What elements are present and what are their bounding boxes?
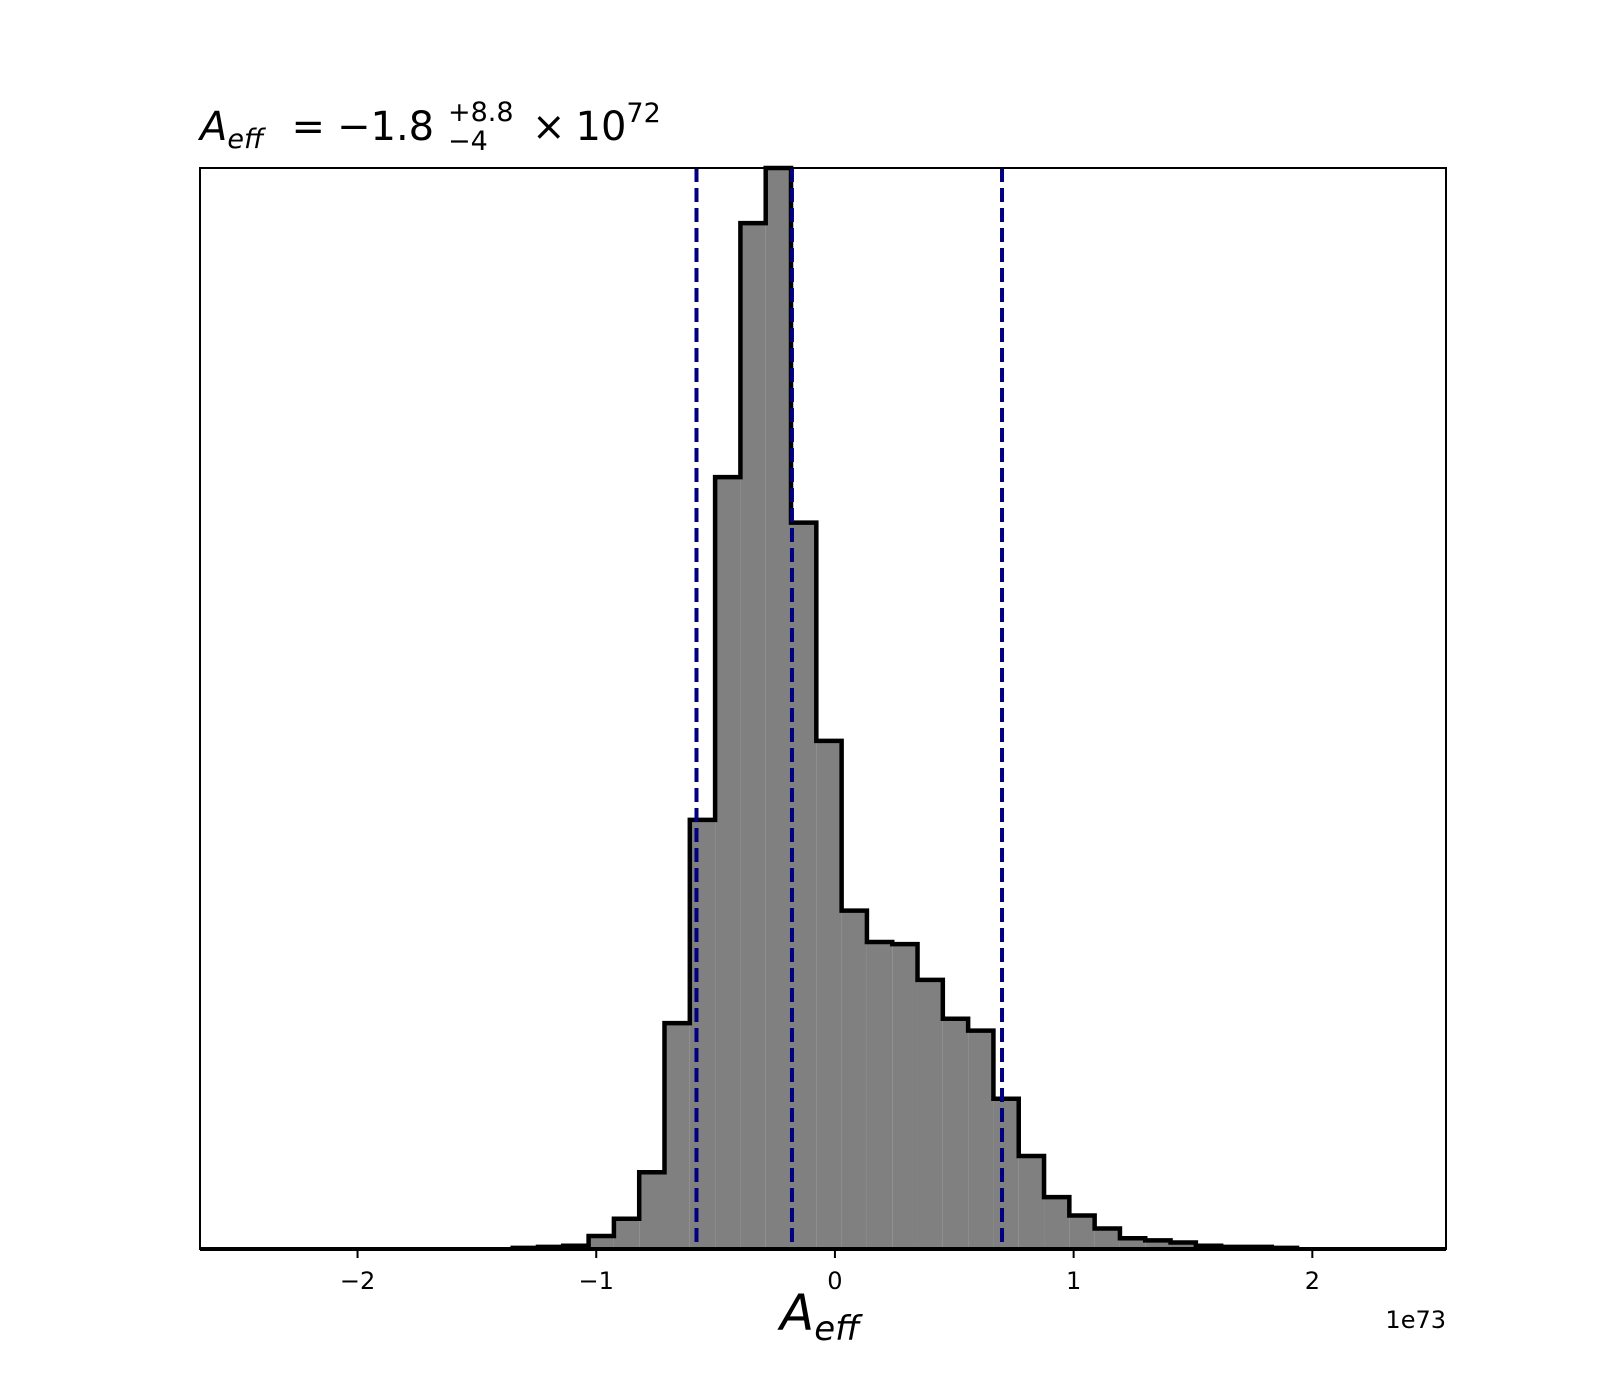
chart-title: Aeff = −1.8 [197, 104, 434, 155]
x-tick-label: 0 [827, 1267, 842, 1295]
histogram-bar [689, 819, 716, 1249]
title-symbol: A [197, 104, 227, 150]
histogram-bar [639, 1172, 665, 1249]
histogram-bar [993, 1098, 1019, 1249]
histogram-bar [841, 910, 867, 1249]
histogram-outline [510, 165, 1300, 1251]
plot-frame [199, 167, 1447, 1250]
xlabel-symbol: A [777, 1284, 814, 1342]
histogram-bar [816, 740, 842, 1249]
x-tick-label: −1 [579, 1267, 614, 1295]
histogram-bars [200, 165, 1446, 1251]
x-tick-label: 2 [1305, 1267, 1320, 1295]
histogram-bar [1145, 1240, 1171, 1249]
histogram-bar [664, 1023, 690, 1249]
histogram-bar [791, 522, 817, 1249]
histogram-bar [588, 1236, 614, 1249]
histogram-bar [942, 1018, 969, 1249]
x-offset-label: 1e73 [1385, 1306, 1446, 1334]
title-lower-error: −4 [448, 126, 488, 157]
histogram-bar [968, 1030, 994, 1249]
title-times: × [532, 104, 566, 150]
quantile-lines [694, 168, 1005, 1249]
histogram-bar [1069, 1215, 1095, 1249]
title-base: 10 [576, 104, 627, 150]
x-axis-label: Aeff [777, 1284, 863, 1349]
title-exponent: 72 [626, 98, 660, 129]
histogram-bar [1170, 1242, 1196, 1249]
histogram-bar [917, 979, 943, 1249]
title-value: −1.8 [337, 104, 434, 150]
histogram-bar [1018, 1156, 1045, 1249]
xlabel-symbol-sub: eff [814, 1309, 863, 1349]
histogram-bar [1094, 1228, 1120, 1249]
histogram-bar [765, 168, 792, 1249]
title-equals: = [291, 104, 325, 150]
title-upper-error: +8.8 [448, 97, 514, 128]
histogram-bar [1044, 1197, 1070, 1249]
title-symbol-sub: eff [227, 124, 266, 155]
histogram-bar [740, 223, 766, 1250]
histogram-bar [613, 1218, 640, 1249]
x-tick-label: −2 [340, 1267, 375, 1295]
x-tick-label: 1 [1066, 1267, 1081, 1295]
histogram-bar [715, 477, 741, 1249]
x-axis: −2 −1 0 1 2 [340, 1249, 1320, 1295]
histogram-bar [866, 941, 893, 1249]
histogram-bar [892, 944, 918, 1249]
histogram-bar [1119, 1238, 1146, 1249]
title-exponent-part: × 1072 [532, 98, 661, 150]
